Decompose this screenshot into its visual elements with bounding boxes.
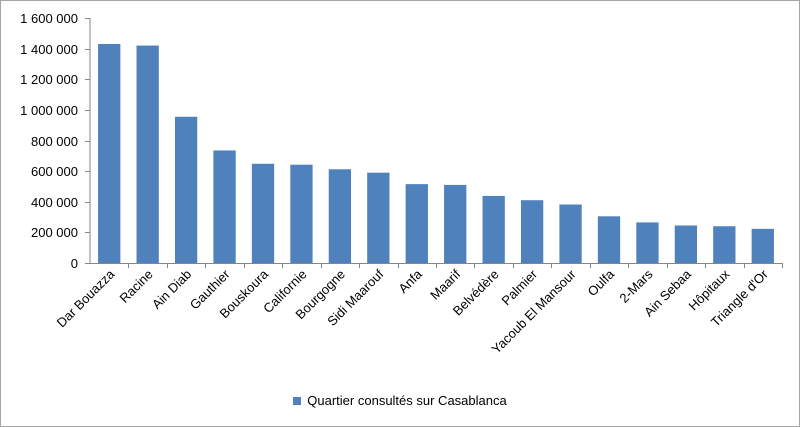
x-tick-label: Ain Diab (149, 267, 194, 312)
y-tick-label: 200 000 (31, 225, 78, 240)
y-tick-label: 1 000 000 (20, 103, 78, 118)
x-tick-label: Maarif (427, 266, 463, 302)
bar-5 (290, 164, 313, 263)
y-tick-label: 1 400 000 (20, 42, 78, 57)
legend-swatch (293, 396, 302, 405)
y-axis: 0 200 000 400 000 600 000 800 000 1 000 000 1 … (20, 11, 91, 271)
bar-13 (597, 216, 621, 263)
bar-17 (751, 228, 774, 263)
bar-7 (367, 172, 390, 263)
legend: Quartier consultés sur Casablanca (0, 393, 800, 408)
bars (98, 44, 774, 264)
bar-10 (482, 195, 505, 263)
bar-14 (636, 222, 659, 263)
x-tick-label: Oulfa (585, 266, 618, 299)
y-tick-label: 1 200 000 (20, 72, 78, 87)
legend-label: Quartier consultés sur Casablanca (307, 393, 507, 408)
y-tick-label: 400 000 (31, 195, 78, 210)
bar-8 (405, 184, 428, 263)
bar-9 (444, 184, 467, 263)
bar-16 (713, 226, 736, 263)
y-tick-label: 800 000 (31, 134, 78, 149)
bar-1 (136, 45, 159, 264)
x-tick-label: Dar Bouazza (54, 266, 118, 330)
y-tick-label: 1 600 000 (20, 11, 78, 26)
bar-12 (559, 204, 582, 263)
bar-15 (674, 225, 698, 263)
bar-4 (251, 163, 275, 263)
bar-2 (174, 116, 198, 264)
y-tick-label: 600 000 (31, 164, 78, 179)
bar-3 (213, 150, 236, 263)
bar-0 (98, 44, 121, 263)
bar-11 (520, 200, 544, 263)
bar-6 (328, 169, 352, 263)
x-tick-label: Anfa (395, 266, 425, 296)
y-tick-label: 0 (71, 256, 78, 271)
